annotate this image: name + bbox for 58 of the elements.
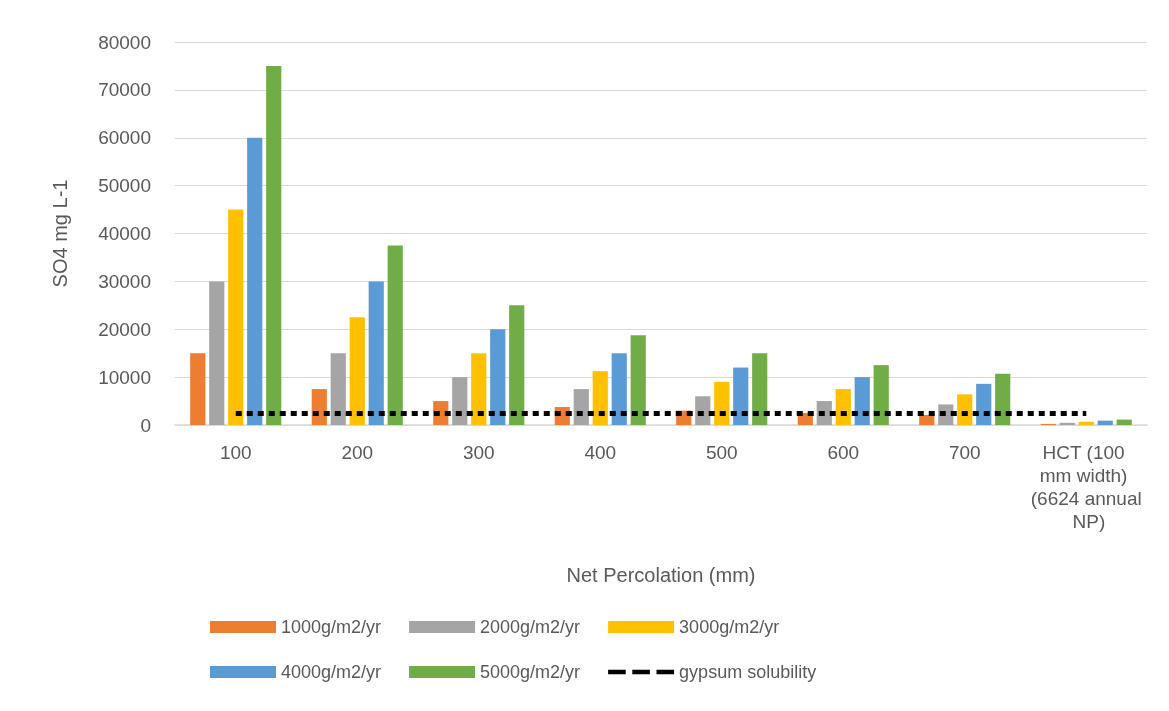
y-tick-label: 30000 xyxy=(98,270,151,292)
y-tick-label: 0 xyxy=(140,414,151,436)
bar xyxy=(311,389,327,425)
x-axis-title: Net Percolation (mm) xyxy=(566,564,756,586)
x-tick-label: 700 xyxy=(948,442,981,463)
bar xyxy=(368,281,384,425)
bar xyxy=(490,329,506,425)
legend-label: 1000g/m2/yr xyxy=(281,617,382,637)
bar xyxy=(209,281,225,425)
y-tick-label: 10000 xyxy=(98,366,151,388)
bar xyxy=(752,353,768,425)
bar xyxy=(509,305,525,425)
legend-label: 2000g/m2/yr xyxy=(480,617,581,637)
bar xyxy=(1059,422,1075,425)
bar xyxy=(190,353,206,425)
bar xyxy=(573,389,589,425)
bar xyxy=(995,373,1011,425)
y-tick-label: 20000 xyxy=(98,318,151,340)
bar xyxy=(976,383,992,425)
bar xyxy=(330,353,346,425)
y-tick-label: 60000 xyxy=(98,127,151,149)
bar xyxy=(1097,420,1113,425)
bar xyxy=(1116,419,1132,425)
x-tick-label: 400 xyxy=(584,442,617,463)
bar xyxy=(714,381,730,425)
bar xyxy=(1078,421,1094,425)
legend-label: gypsum solubility xyxy=(679,662,817,682)
bar xyxy=(266,65,282,425)
legend-label: 3000g/m2/yr xyxy=(679,617,780,637)
bar xyxy=(592,371,608,425)
x-tick-label: 100 xyxy=(219,442,252,463)
bar xyxy=(873,365,889,425)
bar xyxy=(387,245,403,425)
legend-label: 5000g/m2/yr xyxy=(480,662,581,682)
y-tick-label: 80000 xyxy=(98,31,151,53)
y-axis-title: SO4 mg L-1 xyxy=(49,179,71,288)
y-tick-label: 70000 xyxy=(98,79,151,101)
bar xyxy=(247,137,263,425)
bar xyxy=(919,414,935,425)
bar xyxy=(611,353,627,425)
x-tick-label: 500 xyxy=(705,442,738,463)
bar xyxy=(733,367,749,425)
x-tick-label: HCT (100 mm width) (6624 annual NP) xyxy=(1030,442,1142,532)
bar xyxy=(957,394,973,425)
x-tick-label: 200 xyxy=(341,442,374,463)
bar xyxy=(835,389,851,425)
y-tick-label: 50000 xyxy=(98,175,151,197)
bar xyxy=(349,317,365,425)
bar xyxy=(452,377,468,425)
x-tick-label: 600 xyxy=(827,442,860,463)
legend-label: 4000g/m2/yr xyxy=(281,662,382,682)
bar xyxy=(854,377,870,425)
bar xyxy=(695,396,711,425)
bar xyxy=(630,335,646,425)
bar xyxy=(228,209,244,425)
y-tick-label: 40000 xyxy=(98,223,151,244)
x-tick-label: 300 xyxy=(462,442,495,463)
bar xyxy=(471,353,487,425)
